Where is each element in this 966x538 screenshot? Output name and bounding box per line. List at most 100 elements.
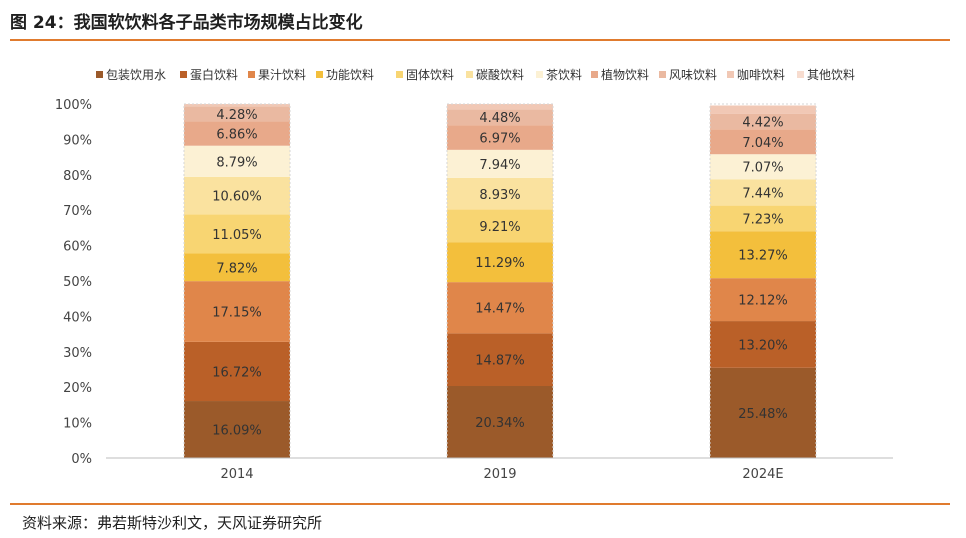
- data-label: 25.48%: [738, 407, 788, 422]
- data-label: 4.28%: [216, 108, 257, 123]
- legend-label: 茶饮料: [546, 67, 582, 82]
- y-axis: 0% 10% 20% 30% 40% 50% 60% 70% 80% 90% 100%: [55, 98, 92, 467]
- legend-label: 其他饮料: [807, 68, 855, 82]
- bar-segment: [710, 113, 816, 130]
- bar-segment: [184, 121, 290, 146]
- bar-segment: [710, 321, 816, 368]
- bar-series: 16.09% 16.72% 17.15% 7.82% 11.05% 10.60% 8.79%…: [183, 103, 817, 459]
- data-label: 8.93%: [479, 188, 520, 203]
- bar-segment: [710, 105, 816, 114]
- chart-legend: 包装饮用水 蛋白饮料 果汁饮料 功能饮料 固体饮料 碳酸饮料 茶饮料 植物饮料 风味饮料 咖啡饮料…: [96, 67, 855, 82]
- x-tick-label: 2024E: [742, 467, 783, 482]
- y-tick-label: 10%: [63, 417, 92, 432]
- legend-label: 风味饮料: [669, 68, 717, 82]
- legend-swatch: [591, 71, 598, 78]
- y-tick-label: 60%: [63, 240, 92, 255]
- y-tick-label: 0%: [71, 452, 92, 467]
- legend-swatch: [797, 71, 804, 78]
- legend-label: 果汁饮料: [258, 68, 306, 82]
- legend-swatch: [536, 71, 543, 78]
- y-tick-label: 20%: [63, 381, 92, 396]
- data-label: 17.15%: [212, 305, 262, 320]
- y-tick-label: 30%: [63, 346, 92, 361]
- y-tick-label: 100%: [55, 98, 92, 113]
- bar-segment: [710, 278, 816, 322]
- legend-label: 植物饮料: [601, 67, 649, 82]
- legend-swatch: [96, 71, 103, 78]
- data-label: 10.60%: [212, 190, 262, 205]
- data-label: 7.44%: [742, 186, 783, 201]
- x-tick-label: 2014: [220, 467, 253, 482]
- data-label: 16.09%: [212, 424, 262, 439]
- y-tick-label: 90%: [63, 133, 92, 148]
- data-label: 14.87%: [475, 354, 525, 369]
- y-tick-label: 80%: [63, 169, 92, 184]
- legend-swatch: [396, 71, 403, 78]
- legend-label: 蛋白饮料: [190, 67, 238, 82]
- data-label: 13.27%: [738, 249, 788, 264]
- bar-segment: [447, 109, 553, 126]
- bar-segment: [447, 104, 553, 110]
- chart-title: 图 24：我国软饮料各子品类市场规模占比变化: [10, 13, 363, 33]
- data-label: 7.07%: [742, 161, 783, 176]
- data-label: 7.04%: [742, 136, 783, 151]
- bar-segment: [447, 385, 553, 458]
- data-label: 4.42%: [742, 115, 783, 130]
- bar-segment: [710, 367, 816, 458]
- bar-segment: [447, 177, 553, 210]
- bar-segment: [447, 333, 553, 386]
- bar-segment: [184, 281, 290, 342]
- legend-swatch: [727, 71, 734, 78]
- title-divider: [10, 39, 950, 41]
- bar-segment: [184, 341, 290, 402]
- legend-swatch: [248, 71, 255, 78]
- bar-segment: [710, 231, 816, 279]
- data-label: 12.12%: [738, 294, 788, 309]
- bar-segment: [184, 401, 290, 458]
- data-label: 7.82%: [216, 261, 257, 276]
- legend-label: 咖啡饮料: [737, 67, 785, 82]
- bar-segment: [710, 154, 816, 180]
- bar-segment: [447, 242, 553, 283]
- data-label: 4.48%: [479, 111, 520, 126]
- legend-label: 碳酸饮料: [476, 67, 524, 82]
- legend-swatch: [466, 71, 473, 78]
- legend-swatch: [659, 71, 666, 78]
- bar-segment: [710, 129, 816, 155]
- bar-segment: [184, 214, 290, 254]
- data-label: 14.47%: [475, 302, 525, 317]
- x-tick-label: 2019: [483, 467, 516, 482]
- bar-segment: [447, 282, 553, 334]
- bar-segment: [447, 125, 553, 150]
- data-label: 8.79%: [216, 155, 257, 170]
- legend-label: 固体饮料: [406, 68, 454, 82]
- y-tick-label: 50%: [63, 275, 92, 290]
- bar-segment: [184, 176, 290, 215]
- y-tick-label: 70%: [63, 204, 92, 219]
- data-label: 6.86%: [216, 128, 257, 143]
- data-label: 11.29%: [475, 256, 525, 271]
- data-label: 7.23%: [742, 212, 783, 227]
- y-tick-label: 40%: [63, 310, 92, 325]
- bar-segment: [184, 145, 290, 177]
- data-label: 11.05%: [212, 228, 262, 243]
- legend-label: 功能饮料: [326, 68, 374, 82]
- data-label: 13.20%: [738, 338, 788, 353]
- bar-segment: [710, 179, 816, 206]
- data-label: 16.72%: [212, 365, 262, 380]
- source-note: 资料来源：弗若斯特沙利文，天风证券研究所: [22, 514, 323, 532]
- x-axis: 2014 2019 2024E: [106, 457, 893, 482]
- bar-segment: [447, 209, 553, 243]
- data-label: 7.94%: [479, 158, 520, 173]
- legend-label: 包装饮用水: [106, 68, 166, 82]
- data-label: 9.21%: [479, 220, 520, 235]
- bar-segment: [710, 205, 816, 232]
- bar-segment: [184, 106, 290, 122]
- bar-segment: [184, 253, 290, 282]
- legend-swatch: [180, 71, 187, 78]
- data-label: 6.97%: [479, 132, 520, 147]
- footer-divider: [10, 503, 950, 505]
- legend-swatch: [316, 71, 323, 78]
- data-label: 20.34%: [475, 416, 525, 431]
